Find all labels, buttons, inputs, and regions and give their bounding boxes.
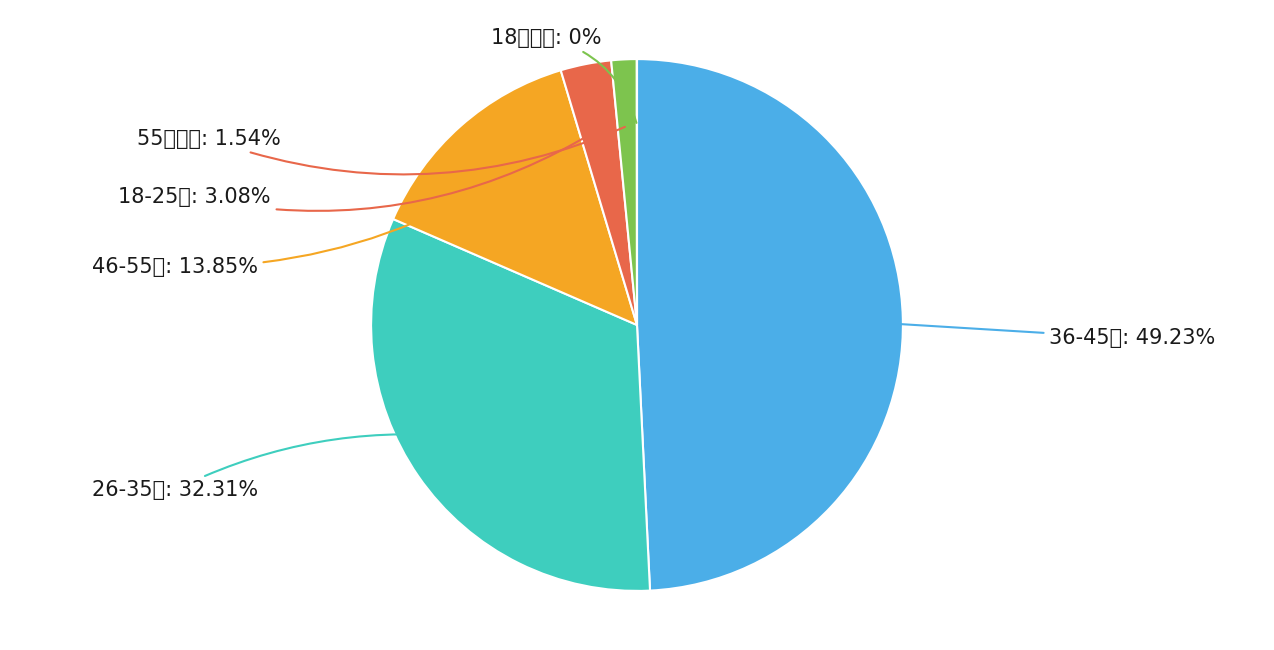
Text: 18岁以下: 0%: 18岁以下: 0% [490,28,637,123]
Text: 26-35岁: 32.31%: 26-35岁: 32.31% [92,434,470,500]
Text: 46-55岁: 13.85%: 46-55岁: 13.85% [92,177,502,276]
Wedge shape [637,59,903,591]
Text: 36-45岁: 49.23%: 36-45岁: 49.23% [840,320,1215,348]
Text: 55岁以上: 1.54%: 55岁以上: 1.54% [138,127,626,174]
Wedge shape [394,70,637,325]
Wedge shape [561,60,637,325]
Wedge shape [612,59,637,325]
Text: 18-25岁: 3.08%: 18-25岁: 3.08% [118,131,596,211]
Wedge shape [371,219,650,591]
